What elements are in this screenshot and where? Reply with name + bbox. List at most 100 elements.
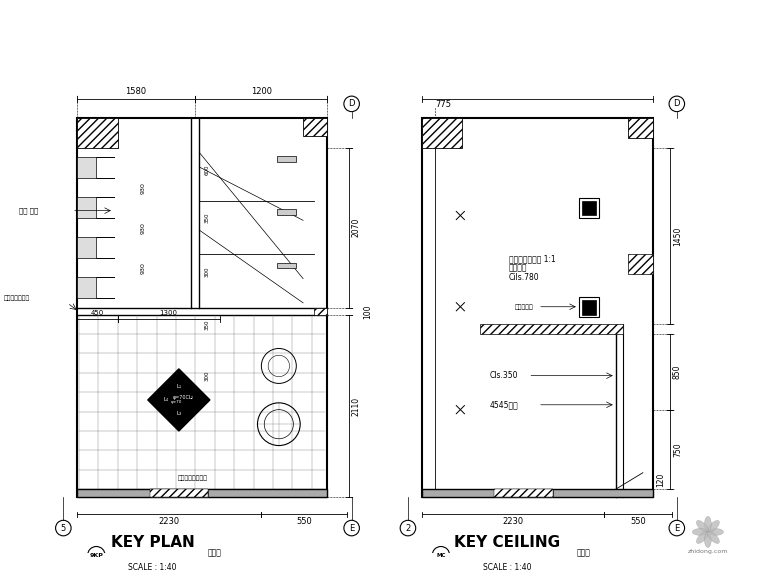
Text: 775: 775 — [435, 100, 451, 109]
Text: 铝手板矿棉板复 1:1: 铝手板矿棉板复 1:1 — [509, 254, 556, 263]
Text: 2230: 2230 — [502, 518, 524, 526]
Circle shape — [285, 272, 288, 275]
Bar — [494, 489, 553, 497]
Text: Cils.780: Cils.780 — [509, 274, 540, 283]
Text: 930: 930 — [141, 262, 145, 274]
Ellipse shape — [692, 528, 708, 535]
Ellipse shape — [276, 266, 297, 296]
Text: 2070: 2070 — [352, 218, 361, 237]
Ellipse shape — [276, 213, 297, 242]
Circle shape — [432, 547, 450, 564]
Bar — [422, 119, 653, 497]
Text: 300: 300 — [205, 266, 210, 276]
Bar — [422, 119, 462, 148]
Text: 空调出风口: 空调出风口 — [515, 304, 534, 310]
Bar — [579, 297, 599, 317]
Text: 1450: 1450 — [673, 226, 682, 246]
Bar — [277, 156, 296, 162]
Text: φ≈70: φ≈70 — [171, 400, 182, 404]
Text: E: E — [349, 524, 354, 532]
Circle shape — [285, 218, 288, 221]
Ellipse shape — [696, 531, 708, 543]
Bar — [579, 198, 599, 218]
Text: 平面图: 平面图 — [577, 549, 591, 558]
Bar — [303, 119, 328, 136]
Bar — [277, 263, 296, 268]
Bar — [77, 119, 118, 148]
Circle shape — [285, 165, 288, 168]
Bar — [314, 308, 328, 315]
Text: 平面图: 平面图 — [208, 549, 222, 558]
Text: 1300: 1300 — [160, 311, 178, 316]
Text: 注意事项说明要求: 注意事项说明要求 — [177, 476, 207, 482]
Text: 4545门板: 4545门板 — [489, 400, 518, 409]
Text: 2: 2 — [405, 524, 410, 532]
Ellipse shape — [708, 520, 720, 532]
Text: L₁: L₁ — [176, 384, 182, 389]
Text: 1580: 1580 — [125, 87, 147, 96]
Bar — [77, 197, 97, 218]
Text: Cls.350: Cls.350 — [489, 371, 518, 380]
Bar — [77, 119, 328, 497]
Text: L₃: L₃ — [176, 411, 182, 416]
Text: 750: 750 — [673, 442, 682, 457]
Text: φ=70C: φ=70C — [173, 396, 189, 401]
Bar — [581, 201, 597, 215]
Bar — [581, 300, 597, 315]
Ellipse shape — [708, 528, 724, 535]
Text: SCALE : 1:40: SCALE : 1:40 — [483, 563, 531, 570]
Text: D: D — [348, 99, 355, 108]
Bar — [150, 489, 208, 497]
Text: 350: 350 — [205, 213, 210, 223]
Circle shape — [87, 547, 105, 564]
Bar — [77, 277, 97, 298]
Text: 2230: 2230 — [159, 518, 179, 526]
Ellipse shape — [280, 270, 293, 292]
Text: L₂: L₂ — [189, 396, 194, 401]
Text: KEY PLAN: KEY PLAN — [111, 535, 195, 551]
Text: 平花长清: 平花长清 — [509, 264, 527, 273]
Ellipse shape — [705, 516, 711, 532]
Text: 吸风 半室: 吸风 半室 — [19, 207, 38, 214]
Text: D: D — [673, 99, 680, 108]
Ellipse shape — [276, 160, 297, 189]
Text: E: E — [674, 524, 679, 532]
Text: 600: 600 — [205, 164, 210, 174]
Bar — [629, 254, 653, 274]
Text: 5: 5 — [61, 524, 66, 532]
Bar — [77, 237, 97, 258]
Text: 550: 550 — [296, 518, 312, 526]
Polygon shape — [147, 369, 210, 431]
Ellipse shape — [280, 164, 293, 185]
Text: SCALE : 1:40: SCALE : 1:40 — [128, 563, 177, 570]
Bar — [77, 157, 97, 178]
Ellipse shape — [708, 531, 720, 543]
Text: 1200: 1200 — [251, 87, 272, 96]
Bar — [629, 119, 653, 138]
Text: 第防浪涂料涂串: 第防浪涂料涂串 — [4, 295, 30, 301]
Bar — [77, 489, 328, 497]
Text: KEY CEILING: KEY CEILING — [454, 535, 560, 551]
Text: 450: 450 — [90, 311, 104, 316]
Text: 300: 300 — [205, 370, 210, 381]
Text: 930: 930 — [141, 222, 145, 234]
Text: 2110: 2110 — [352, 397, 361, 416]
Bar — [480, 324, 623, 334]
Text: 100: 100 — [363, 304, 372, 319]
Ellipse shape — [705, 532, 711, 547]
Text: 550: 550 — [630, 518, 646, 526]
Text: 350: 350 — [205, 319, 210, 330]
Bar — [277, 209, 296, 215]
Bar — [150, 489, 208, 497]
Ellipse shape — [280, 217, 293, 238]
Bar — [422, 489, 653, 497]
Text: MC: MC — [436, 553, 445, 557]
Text: L₄: L₄ — [163, 397, 169, 402]
Text: 9KP: 9KP — [90, 553, 103, 557]
Text: 850: 850 — [673, 365, 682, 379]
Text: zhidong.com: zhidong.com — [688, 549, 728, 555]
Text: 930: 930 — [141, 182, 145, 194]
Ellipse shape — [696, 520, 708, 532]
Bar — [494, 489, 553, 497]
Text: 120: 120 — [657, 473, 666, 487]
